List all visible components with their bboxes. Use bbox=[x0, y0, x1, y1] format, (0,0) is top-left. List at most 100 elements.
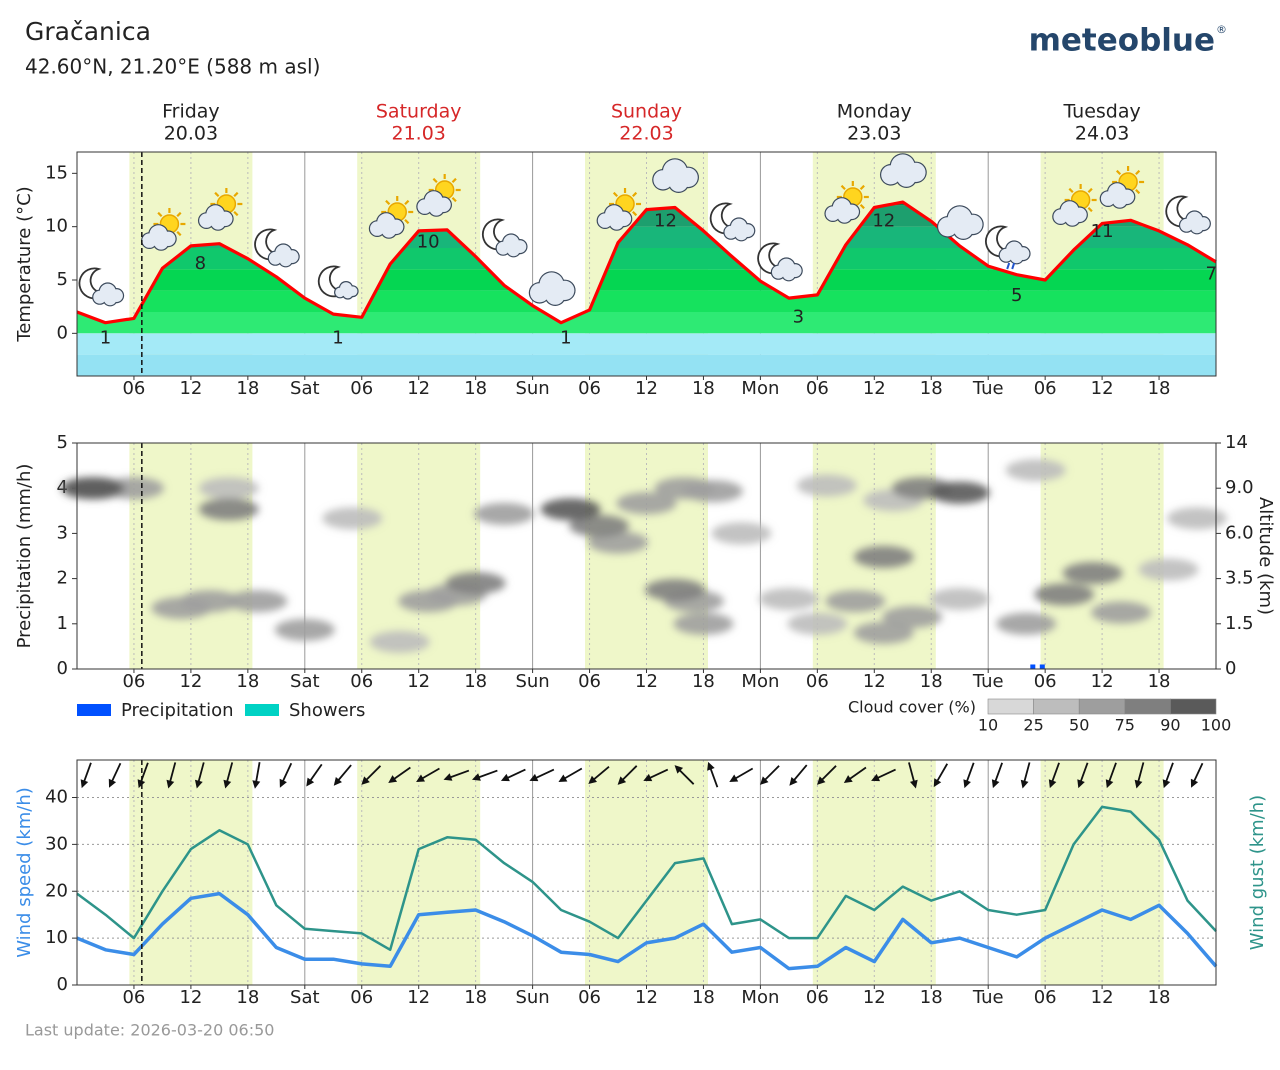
sun-ray bbox=[451, 177, 457, 183]
sun-ray bbox=[1068, 187, 1074, 193]
wind-arrow-head bbox=[1048, 779, 1057, 789]
extreme-label: 3 bbox=[793, 306, 804, 327]
x-tick-label: 18 bbox=[1148, 378, 1171, 399]
cloud-legend-tick: 25 bbox=[1023, 716, 1043, 735]
wind-line bbox=[76, 805, 1217, 952]
wind-arrow bbox=[963, 762, 975, 789]
cloud-blob bbox=[825, 590, 886, 613]
cloud-icon bbox=[596, 204, 633, 231]
wind-arrow-shaft bbox=[255, 762, 261, 784]
extreme-label: 7 bbox=[1206, 264, 1217, 285]
x-tick-label: Sat bbox=[290, 671, 320, 692]
wind-arrow-head bbox=[1105, 779, 1114, 789]
x-tick-label: 12 bbox=[407, 378, 430, 399]
wind-arrow-shaft bbox=[1192, 762, 1204, 783]
y-tick-label: 10 bbox=[45, 927, 68, 948]
wind-arrow bbox=[1105, 762, 1117, 789]
x-tick-label: Mon bbox=[741, 378, 779, 399]
x-tick-label: 06 bbox=[1034, 378, 1057, 399]
x-tick-label: 12 bbox=[863, 987, 886, 1008]
logo-mark: ® bbox=[1216, 23, 1227, 36]
cloud-legend-tick: 50 bbox=[1069, 716, 1089, 735]
wind-arrow bbox=[1077, 762, 1089, 789]
x-tick-label: 06 bbox=[578, 671, 601, 692]
cloud-icon bbox=[267, 243, 300, 268]
y2-tick-label: 6.0 bbox=[1225, 522, 1254, 543]
x-tick-label: Mon bbox=[741, 987, 779, 1008]
sun-ray bbox=[1135, 189, 1141, 195]
wind-arrow-shaft bbox=[935, 763, 949, 783]
wind-arrow-head bbox=[588, 775, 598, 784]
x-tick-label: 12 bbox=[1091, 987, 1114, 1008]
wind-arrow-shaft bbox=[168, 762, 177, 783]
location-coordinates: 42.60°N, 21.20°E (588 m asl) bbox=[25, 55, 320, 79]
wind-arrow bbox=[1162, 762, 1174, 789]
cloud-legend-swatch bbox=[1078, 698, 1126, 715]
sun-ray bbox=[859, 204, 865, 210]
cloud-body bbox=[782, 267, 796, 281]
cloud-blob bbox=[369, 630, 430, 653]
cloud-legend-title: Cloud cover (%) bbox=[848, 698, 976, 717]
wind-arrow-shaft bbox=[820, 765, 837, 782]
x-tick-label: 18 bbox=[920, 378, 943, 399]
wind-arrow-head bbox=[137, 779, 146, 789]
wind-arrow-shaft bbox=[336, 764, 352, 782]
day-name: Tuesday bbox=[1062, 101, 1140, 123]
wind-arrow bbox=[80, 762, 92, 789]
y-axis-label: Precipitation (mm/h) bbox=[14, 464, 35, 649]
y-tick-label: 5 bbox=[57, 432, 68, 453]
wind-arrow-head bbox=[529, 773, 539, 782]
legend-swatch bbox=[245, 704, 279, 716]
wind-arrow-shaft bbox=[392, 766, 411, 781]
x-tick-label: 12 bbox=[635, 671, 658, 692]
x-tick-label: 18 bbox=[464, 378, 487, 399]
logo: meteoblue bbox=[1029, 23, 1215, 59]
cloud-blob bbox=[274, 618, 335, 641]
wind-arrow bbox=[166, 762, 177, 789]
wind-arrow-shaft bbox=[678, 768, 695, 785]
cloud-blob bbox=[787, 612, 848, 635]
wind-arrow bbox=[252, 762, 261, 789]
cloud-body bbox=[837, 208, 852, 223]
sun-ray bbox=[840, 184, 846, 190]
cloud-icon bbox=[495, 233, 528, 258]
sun-ray bbox=[1135, 169, 1141, 175]
y-axis-label: Temperature (°C) bbox=[14, 186, 35, 342]
x-tick-label: 06 bbox=[806, 671, 829, 692]
wind-arrow-head bbox=[279, 778, 287, 788]
cloud-legend-swatch bbox=[1124, 698, 1171, 715]
day-date: 20.03 bbox=[164, 123, 218, 145]
x-tick-label: 12 bbox=[407, 671, 430, 692]
wind-arrow bbox=[1020, 762, 1031, 789]
cloud-blob bbox=[929, 481, 990, 504]
wind-arrow bbox=[643, 768, 669, 782]
wind-arrow-head bbox=[789, 777, 798, 786]
cloud-blob bbox=[198, 477, 259, 500]
y2-tick-label: 1.5 bbox=[1225, 613, 1254, 634]
y-tick-label: 5 bbox=[57, 269, 68, 290]
x-tick-label: 12 bbox=[407, 987, 430, 1008]
x-tick-label: 18 bbox=[920, 987, 943, 1008]
wind-arrow-head bbox=[1077, 779, 1085, 789]
wind-arrow bbox=[558, 767, 583, 782]
x-tick-label: 18 bbox=[692, 671, 715, 692]
sun-ray bbox=[632, 211, 638, 217]
wind-arrow bbox=[933, 763, 949, 788]
temperature-band bbox=[77, 312, 1216, 334]
day-date: 24.03 bbox=[1075, 123, 1129, 145]
wind-arrow bbox=[843, 766, 867, 784]
y-tick-label: 30 bbox=[45, 833, 68, 854]
cloud-body bbox=[896, 167, 916, 187]
cloud-blob bbox=[1091, 601, 1152, 624]
temperature-band bbox=[77, 290, 1216, 312]
cloud-icon bbox=[416, 190, 452, 217]
sun-ray bbox=[176, 211, 182, 217]
x-tick-label: 06 bbox=[350, 671, 373, 692]
cloud-blob bbox=[682, 480, 743, 503]
cloud-blob bbox=[569, 514, 630, 537]
sun-ray bbox=[632, 191, 638, 197]
last-update: Last update: 2026-03-20 06:50 bbox=[25, 1021, 274, 1040]
x-tick-label: 06 bbox=[578, 378, 601, 399]
wind-arrow-head bbox=[991, 779, 1000, 789]
